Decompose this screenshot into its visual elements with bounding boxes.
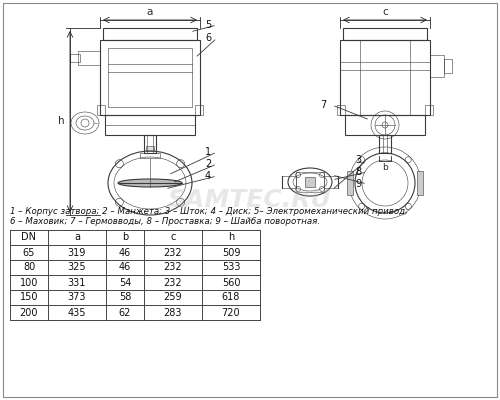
Bar [305,177,315,187]
Bar [379,135,391,153]
Bar [103,28,197,40]
Bar [430,55,444,77]
Text: 509: 509 [222,248,240,258]
Bar [282,176,296,188]
Text: 560: 560 [222,278,240,288]
Text: b: b [382,163,388,172]
Ellipse shape [118,179,182,187]
Bar [343,28,427,40]
Text: 319: 319 [68,248,86,258]
Text: 232: 232 [164,278,182,288]
Bar [340,40,430,115]
Bar [337,105,345,115]
Text: a: a [147,7,153,17]
Bar [140,153,160,158]
Text: h: h [228,232,234,242]
Text: 54: 54 [119,278,131,288]
Text: 720: 720 [222,308,240,318]
Text: 200: 200 [20,308,38,318]
Bar [345,115,425,135]
Text: 331: 331 [68,278,86,288]
Text: 2: 2 [205,159,211,169]
Text: 46: 46 [119,248,131,258]
Text: 9: 9 [355,179,361,189]
Bar [444,59,452,73]
Bar [417,171,423,195]
Bar [195,105,203,115]
Text: 80: 80 [23,262,35,272]
Text: 6: 6 [205,33,211,43]
Text: 232: 232 [164,262,182,272]
Text: b: b [122,232,128,242]
Bar [108,48,192,107]
Text: 6 – Маховик; 7 – Гермовводы, 8 – Проставка; 9 – Шайба поворотная.: 6 – Маховик; 7 – Гермовводы, 8 – Простав… [10,217,320,226]
Bar [70,54,80,62]
Bar [100,40,200,115]
Text: 46: 46 [119,262,131,272]
Text: DN: DN [22,232,36,242]
Text: c: c [382,7,388,17]
Text: 325: 325 [68,262,86,272]
Text: 1 – Корпус затвора; 2 – Манжета; 3 – Шток; 4 – Диск; 5– Электромеханический прив: 1 – Корпус затвора; 2 – Манжета; 3 – Што… [10,207,408,216]
Text: 259: 259 [164,292,182,302]
Text: 3: 3 [355,155,361,165]
Bar [78,51,100,65]
Text: 62: 62 [119,308,131,318]
Bar [146,146,154,151]
Bar [296,172,324,192]
Text: 4: 4 [205,171,211,181]
Text: 65: 65 [23,248,35,258]
Text: 150: 150 [20,292,38,302]
Text: 100: 100 [20,278,38,288]
Text: 533: 533 [222,262,240,272]
Text: c: c [170,232,175,242]
Text: 232: 232 [164,248,182,258]
Text: SAMTEC.RU: SAMTEC.RU [168,188,332,212]
Text: 618: 618 [222,292,240,302]
Bar [105,115,195,135]
Text: 1: 1 [205,147,211,157]
Text: 7: 7 [320,100,326,110]
Text: h: h [58,116,65,126]
Bar [347,171,353,195]
Bar [324,176,338,188]
Text: 373: 373 [68,292,86,302]
Bar [425,105,433,115]
Text: a: a [74,232,80,242]
Text: 58: 58 [119,292,131,302]
Text: 5: 5 [205,20,211,30]
Bar [144,135,156,153]
Text: 283: 283 [164,308,182,318]
Text: 435: 435 [68,308,86,318]
Text: 8: 8 [355,167,361,177]
Bar [97,105,105,115]
